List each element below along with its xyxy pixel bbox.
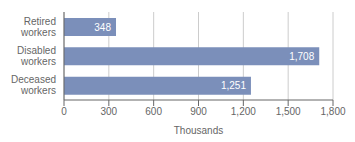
svg-text:348: 348 [94,22,111,33]
svg-text:0: 0 [61,106,67,117]
svg-text:900: 900 [190,106,207,117]
svg-text:Thousands: Thousands [174,125,223,134]
svg-text:1,251: 1,251 [221,80,246,91]
svg-text:1,200: 1,200 [231,106,256,117]
svg-text:1,800: 1,800 [320,106,345,117]
svg-text:1,708: 1,708 [289,51,314,62]
svg-text:Retiredworkers: Retiredworkers [20,16,56,38]
svg-text:1,500: 1,500 [276,106,301,117]
svg-text:Deceasedworkers: Deceasedworkers [11,74,56,96]
svg-text:300: 300 [100,106,117,117]
svg-text:Disabledworkers: Disabledworkers [17,45,56,67]
svg-text:600: 600 [145,106,162,117]
